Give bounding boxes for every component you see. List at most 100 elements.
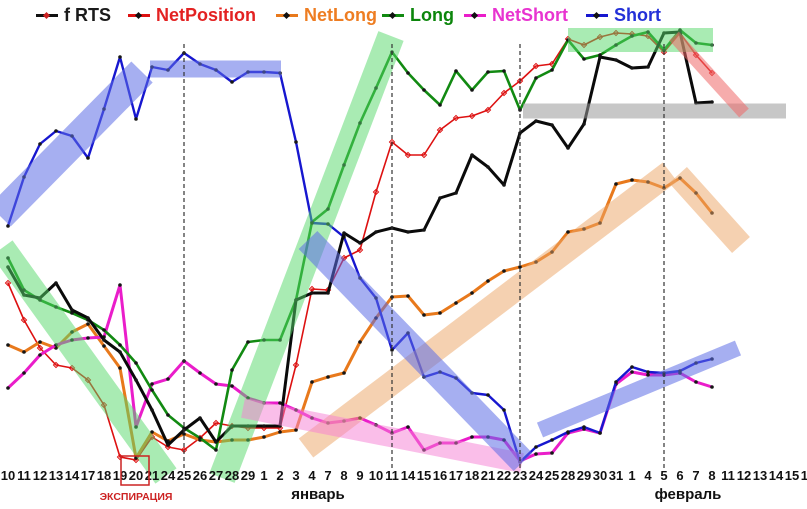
series-marker-frts [310,291,314,295]
frts-dot-icon [42,11,51,19]
series-marker-netshort [150,382,154,386]
series-marker-frts [374,230,378,234]
x-tick-label: 1 [628,468,635,483]
series-marker-long [470,88,474,92]
series-marker-netshort [166,377,170,381]
series-marker-netlong [406,294,410,298]
series-marker-frts [102,338,106,342]
trend-band-netlong-rally-jan [298,162,678,458]
series-marker-netlong [566,230,570,234]
x-tick-label: 21 [481,468,495,483]
series-marker-frts [502,183,506,187]
series-marker-netshort [86,336,90,340]
x-tick-label: 24 [161,468,176,483]
series-marker-netshort [278,401,282,405]
series-marker-long [214,448,218,452]
series-marker-frts [598,55,602,59]
x-tick-label: 13 [49,468,63,483]
series-marker-netshort [406,425,410,429]
series-marker-frts [150,408,154,412]
series-marker-netlong [326,375,330,379]
netlong-line-marker-icon [276,11,298,19]
chart-legend: f RTS NetPosition NetLong Long NetShort … [0,0,807,32]
series-marker-frts [406,230,410,234]
series-marker-frts [166,443,170,447]
x-tick-label: 16 [801,468,807,483]
series-marker-netlong [310,380,314,384]
series-marker-frts [534,119,538,123]
x-tick-label: 15 [417,468,431,483]
series-marker-netlong [422,313,426,317]
series-marker-netshort [694,380,698,384]
x-tick-label: 27 [209,468,223,483]
series-marker-netshort [230,384,234,388]
series-marker-frts [262,424,266,428]
x-tick-label: 7 [324,468,331,483]
series-marker-short [646,370,650,374]
series-marker-frts [550,123,554,127]
series-marker-frts [54,281,58,285]
series-marker-netposition [308,285,316,293]
series-marker-netposition [436,126,444,134]
legend-item-netshort: NetShort [464,5,568,26]
series-marker-netlong [182,432,186,436]
series-marker-frts [710,100,714,104]
series-marker-long [550,68,554,72]
series-marker-netshort [710,385,714,389]
series-marker-short [294,140,298,144]
x-tick-label: 28 [561,468,575,483]
month-label: январь [291,486,345,503]
x-tick-label: 13 [753,468,767,483]
series-marker-netposition [356,246,364,254]
trend-band-short-recovery-feb [536,340,742,438]
series-marker-short [534,445,538,449]
x-tick-label: 29 [577,468,591,483]
series-marker-netlong [150,430,154,434]
series-marker-netlong [470,291,474,295]
series-marker-netlong [118,366,122,370]
series-marker-short [566,430,570,434]
short-dot-icon [592,11,601,19]
series-marker-short [230,80,234,84]
netposition-line-marker-icon [128,11,150,19]
x-tick-label: 7 [692,468,699,483]
series-marker-frts [566,146,570,150]
legend-label: Short [614,5,661,25]
x-tick-label: 14 [65,468,80,483]
trend-band-netshort-drift-jan [241,398,524,473]
series-marker-netlong [342,371,346,375]
x-tick-label: 25 [545,468,559,483]
x-tick-label: 11 [721,468,735,483]
legend-item-long: Long [382,5,454,26]
series-marker-netshort [6,386,10,390]
x-tick-label: 18 [465,468,479,483]
series-marker-long [454,69,458,73]
series-marker-netshort [38,353,42,357]
series-marker-frts [134,378,138,382]
expiration-box [120,455,150,486]
series-marker-netshort [214,382,218,386]
x-tick-label: 5 [660,468,667,483]
x-tick-label: 20 [129,468,143,483]
series-marker-frts [646,65,650,69]
series-marker-short [390,348,394,352]
series-marker-frts [118,350,122,354]
x-tick-label: 10 [1,468,15,483]
series-marker-netlong [38,340,42,344]
series-marker-short [550,438,554,442]
series-marker-long [406,71,410,75]
series-marker-netlong [438,311,442,315]
series-marker-netshort [198,371,202,375]
series-marker-frts [326,291,330,295]
series-marker-long [150,388,154,392]
series-marker-netposition [372,188,380,196]
legend-label: f RTS [64,5,111,25]
netshort-line-marker-icon [464,11,486,19]
x-tick-label: 17 [449,468,463,483]
series-marker-netposition [212,419,220,427]
trend-band-short-rally-dec [0,61,153,227]
series-marker-netlong [518,265,522,269]
long-dot-icon [388,11,397,19]
x-tick-label: 17 [81,468,95,483]
